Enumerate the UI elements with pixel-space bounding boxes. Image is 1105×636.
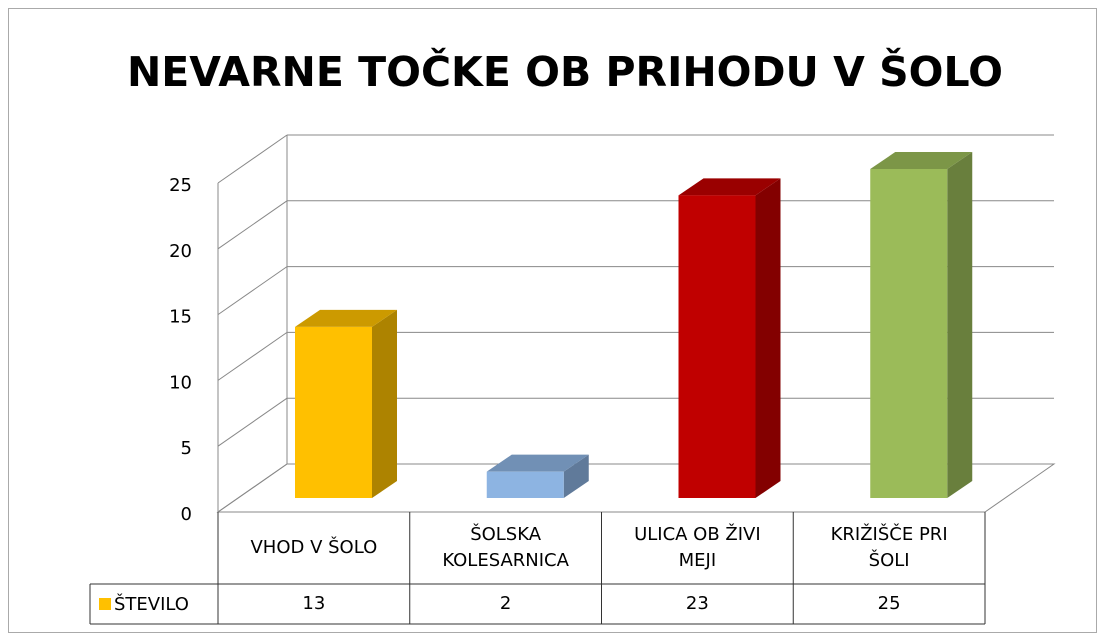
y-tick-label: 20 [169, 241, 192, 262]
category-label-text: ŠOLSKA KOLESARNICA [442, 524, 569, 571]
grid-line-side [217, 200, 288, 250]
table-value-text: 23 [685, 593, 709, 614]
bar-side [563, 454, 589, 498]
y-tick-label: 10 [169, 372, 192, 393]
table-value: 23 [602, 584, 794, 624]
table-value: 13 [218, 584, 410, 624]
table-value-text: 13 [302, 593, 326, 614]
category-label: VHOD V ŠOLO [218, 512, 410, 584]
bar-side [755, 178, 781, 498]
bar-side [947, 152, 973, 498]
bar-top [486, 454, 589, 472]
bar-side [372, 309, 397, 498]
grid-line-side [217, 463, 288, 513]
bar [678, 195, 756, 498]
grid-line-side [217, 397, 288, 447]
table-value-text: 2 [499, 593, 512, 614]
y-tick-label: 15 [169, 307, 192, 328]
y-tick-label: 5 [181, 438, 192, 459]
grid-line-side [217, 134, 288, 184]
category-label: KRIŽIŠČE PRI ŠOLI [793, 512, 985, 584]
table-value: 2 [410, 584, 602, 624]
category-label: ŠOLSKA KOLESARNICA [410, 512, 602, 584]
category-label-text: KRIŽIŠČE PRI ŠOLI [830, 524, 948, 571]
category-label-text: VHOD V ŠOLO [250, 537, 378, 558]
bar [295, 326, 372, 498]
grid-line-side [217, 331, 288, 381]
chart-title: NEVARNE TOČKE OB PRIHODU V ŠOLO [127, 48, 1003, 96]
table-value-text: 25 [877, 593, 901, 614]
category-label-text: ULICA OB ŽIVI MEJI [634, 524, 761, 571]
legend-swatch [99, 598, 111, 610]
legend-label: ŠTEVILO [114, 593, 189, 615]
category-label: ULICA OB ŽIVI MEJI [602, 512, 794, 584]
bar-top [678, 178, 781, 196]
bar-top [870, 152, 973, 169]
bar [486, 471, 564, 498]
grid-line-side [217, 266, 288, 316]
y-tick-label: 0 [181, 504, 192, 525]
bar-top [295, 309, 397, 327]
table-value: 25 [793, 584, 985, 624]
bar [870, 169, 948, 498]
y-tick-label: 25 [169, 175, 192, 196]
